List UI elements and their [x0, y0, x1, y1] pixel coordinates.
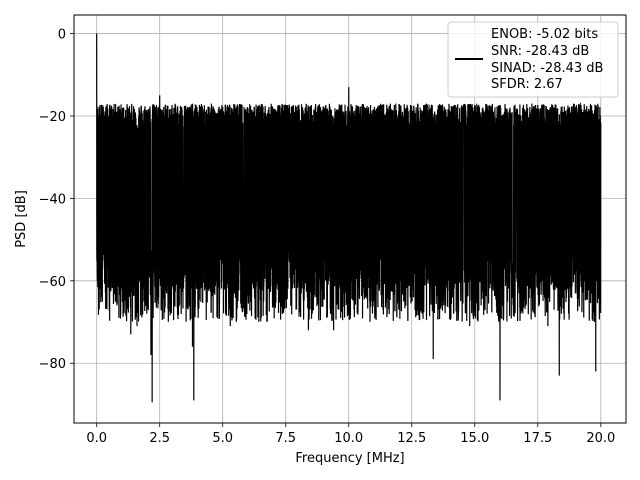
x-axis-label: Frequency [MHz] — [295, 451, 404, 466]
legend-snr: SNR: -28.43 dB — [491, 44, 589, 59]
x-tick-label: 15.0 — [460, 431, 489, 446]
y-tick-label: −40 — [39, 192, 66, 207]
plot-frame — [73, 14, 627, 424]
y-axis-ticks: 0 −20 −40 −60 −80 — [39, 28, 74, 372]
plot-area — [96, 33, 602, 403]
legend-sfdr: SFDR: 2.67 — [491, 77, 563, 92]
x-tick-label: 0.0 — [86, 431, 107, 446]
legend-enob: ENOB: -5.02 bits — [491, 27, 598, 42]
y-tick-label: −80 — [39, 357, 66, 372]
y-tick-label: 0 — [58, 28, 66, 43]
y-tick-label: −60 — [39, 275, 66, 290]
legend-sinad: SINAD: -28.43 dB — [491, 61, 603, 76]
psd-series-line — [96, 33, 602, 403]
x-tick-label: 10.0 — [334, 431, 363, 446]
x-tick-label: 2.5 — [149, 431, 170, 446]
legend: ENOB: -5.02 bits SNR: -28.43 dB SINAD: -… — [447, 21, 619, 98]
legend-box — [447, 21, 619, 98]
x-tick-label: 12.5 — [397, 431, 426, 446]
y-tick-label: −20 — [39, 110, 66, 125]
x-tick-label: 7.5 — [275, 431, 296, 446]
x-tick-label: 20.0 — [586, 431, 615, 446]
x-axis-ticks: 0.0 2.5 5.0 7.5 10.0 12.5 15.0 17.5 20.0 — [86, 423, 615, 446]
x-tick-label: 17.5 — [523, 431, 552, 446]
y-axis-label: PSD [dB] — [14, 190, 29, 248]
x-tick-label: 5.0 — [212, 431, 233, 446]
